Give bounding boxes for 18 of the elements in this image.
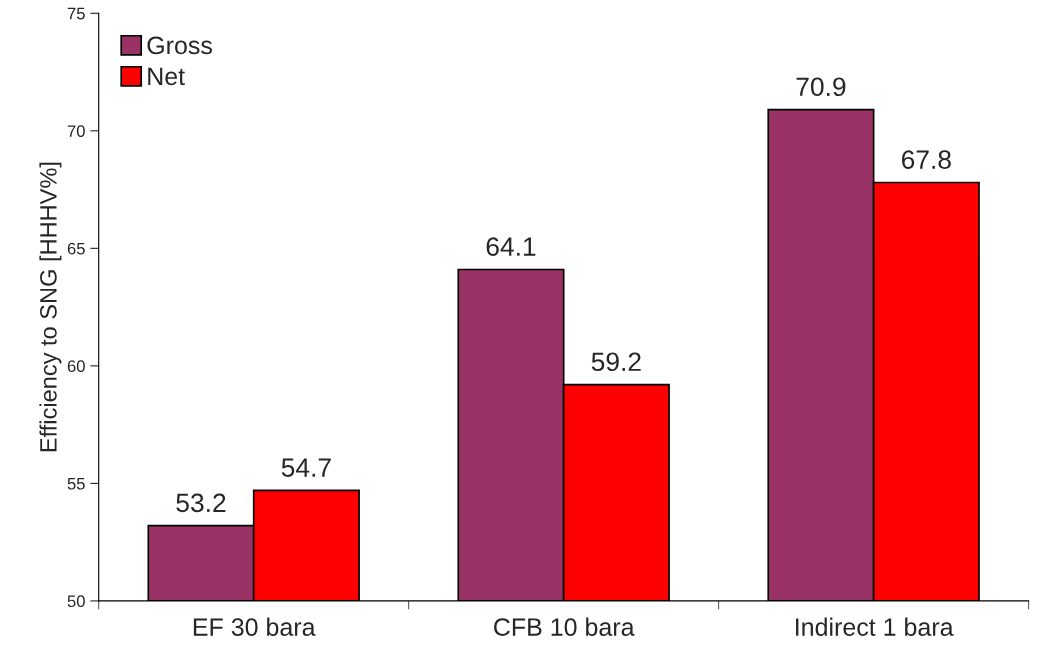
data-label: 54.7: [281, 458, 331, 477]
x-tick-label: EF 30 bara: [193, 617, 316, 636]
y-tick-label: 65: [67, 242, 85, 255]
x-tick-label: Indirect 1 bara: [796, 617, 954, 636]
data-label: 53.2: [176, 493, 226, 513]
data-label: 59.2: [591, 352, 641, 372]
data-label: 67.8: [901, 150, 951, 169]
y-tick-label: 60: [67, 360, 85, 373]
data-label: 64.1: [486, 237, 536, 256]
y-tick-label: 75: [67, 7, 85, 20]
legend-label: Net: [148, 67, 185, 86]
legend-label: Gross: [147, 36, 212, 55]
x-tick-label: CFB 10 bara: [494, 617, 635, 636]
y-tick-label: 50: [67, 595, 85, 608]
data-label: 70.9: [796, 77, 846, 97]
y-tick-label: 55: [67, 477, 85, 490]
y-tick-label: 70: [67, 125, 85, 138]
y-axis-title: Efficiency to SNG [HHHV%]: [39, 162, 62, 452]
